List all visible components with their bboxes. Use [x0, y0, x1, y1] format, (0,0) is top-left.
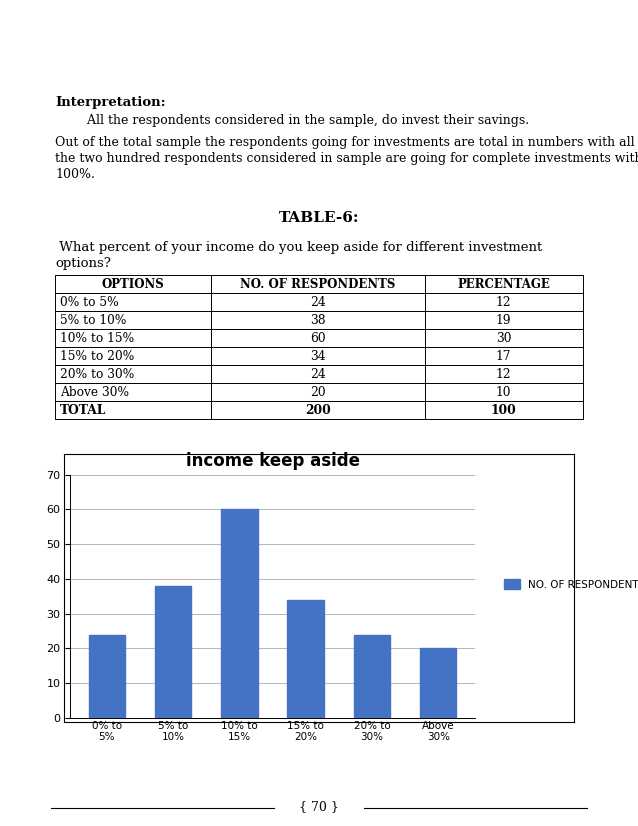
Bar — [425, 401, 583, 419]
Bar — [55, 365, 211, 383]
Bar — [55, 347, 211, 365]
Text: OPTIONS: OPTIONS — [101, 278, 164, 291]
Text: 20% to 30%: 20% to 30% — [60, 368, 134, 381]
Text: PERCENTAGE: PERCENTAGE — [457, 278, 550, 291]
Text: 38: 38 — [310, 314, 325, 326]
Bar — [425, 347, 583, 365]
Legend: NO. OF RESPONDENTS: NO. OF RESPONDENTS — [500, 575, 638, 594]
Bar — [211, 347, 425, 365]
Text: 10% to 15%: 10% to 15% — [60, 331, 134, 344]
Text: What percent of your income do you keep aside for different investment: What percent of your income do you keep … — [55, 241, 542, 254]
Bar — [425, 275, 583, 293]
Bar — [425, 365, 583, 383]
Bar — [55, 275, 211, 293]
Title: income keep aside: income keep aside — [186, 452, 359, 470]
Bar — [211, 275, 425, 293]
Bar — [211, 311, 425, 329]
Text: All the respondents considered in the sample, do invest their savings.: All the respondents considered in the sa… — [55, 114, 529, 127]
Bar — [211, 365, 425, 383]
Text: Interpretation:: Interpretation: — [55, 96, 166, 109]
Bar — [211, 383, 425, 401]
Text: 5% to 10%: 5% to 10% — [60, 314, 126, 326]
Text: Out of the total sample the respondents going for investments are total in numbe: Out of the total sample the respondents … — [55, 136, 635, 149]
Text: 100%.: 100%. — [55, 168, 95, 181]
Text: 100: 100 — [491, 403, 517, 416]
Bar — [287, 600, 324, 718]
Text: TOTAL: TOTAL — [60, 403, 107, 416]
Text: 24: 24 — [310, 296, 325, 308]
Bar — [55, 293, 211, 311]
Bar — [55, 383, 211, 401]
Text: 0% to 5%: 0% to 5% — [60, 296, 119, 308]
Text: 17: 17 — [496, 349, 512, 363]
Text: Above 30%: Above 30% — [60, 386, 129, 398]
Bar — [425, 383, 583, 401]
Text: { 70 }: { 70 } — [299, 800, 339, 814]
Bar — [353, 634, 390, 718]
Text: 60: 60 — [310, 331, 325, 344]
Bar — [420, 648, 456, 718]
Bar — [211, 293, 425, 311]
Bar — [425, 311, 583, 329]
Text: 200: 200 — [305, 403, 330, 416]
Text: options?: options? — [55, 257, 111, 270]
Bar — [55, 401, 211, 419]
Text: 12: 12 — [496, 368, 512, 381]
Text: 10: 10 — [496, 386, 512, 398]
Bar — [55, 311, 211, 329]
Text: 15% to 20%: 15% to 20% — [60, 349, 134, 363]
Text: 34: 34 — [310, 349, 325, 363]
Bar — [425, 329, 583, 347]
Bar — [211, 401, 425, 419]
Text: 24: 24 — [310, 368, 325, 381]
Text: TABLE-6:: TABLE-6: — [279, 211, 359, 225]
Text: 20: 20 — [310, 386, 325, 398]
Text: the two hundred respondents considered in sample are going for complete investme: the two hundred respondents considered i… — [55, 152, 638, 165]
Text: 30: 30 — [496, 331, 512, 344]
Text: NO. OF RESPONDENTS: NO. OF RESPONDENTS — [240, 278, 396, 291]
Bar — [211, 329, 425, 347]
Bar — [55, 329, 211, 347]
Text: 12: 12 — [496, 296, 512, 308]
Bar — [155, 586, 191, 718]
Bar — [425, 293, 583, 311]
Text: 19: 19 — [496, 314, 512, 326]
Bar — [89, 634, 125, 718]
Bar — [221, 510, 258, 718]
